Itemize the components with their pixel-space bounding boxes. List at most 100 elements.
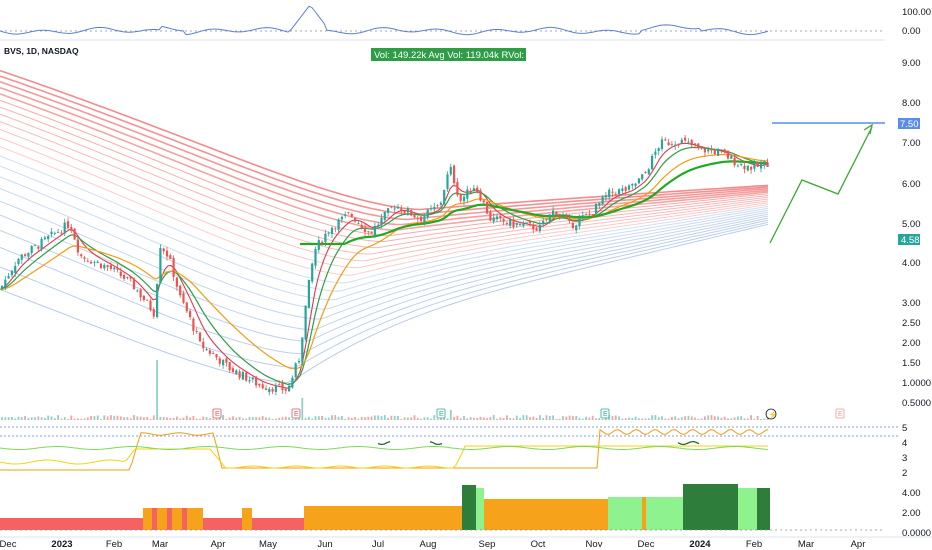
volume-bar — [469, 417, 472, 420]
ribbon-line — [0, 106, 769, 242]
candle-body — [492, 217, 495, 222]
candle-body — [479, 190, 482, 201]
candle-body — [535, 228, 538, 231]
candle-body — [40, 238, 43, 250]
pane4-tick: 4.00 — [902, 488, 921, 499]
volume-bar — [370, 416, 373, 420]
last-price-text: 4.58 — [901, 235, 920, 246]
volume-bar — [572, 415, 574, 420]
candle-body — [258, 383, 261, 386]
candle-body — [215, 354, 218, 358]
volume-bar — [720, 417, 723, 420]
volume-bar — [248, 416, 251, 420]
earnings-marker[interactable]: E — [439, 411, 444, 418]
volume-bar — [278, 417, 281, 420]
candle-body — [472, 188, 475, 192]
candle-body — [159, 247, 162, 284]
candle-body — [426, 209, 429, 218]
candle-body — [538, 225, 541, 231]
volume-bar — [317, 416, 320, 420]
volume-bar — [238, 416, 241, 420]
volume-bar — [133, 415, 135, 420]
volume-bar — [225, 418, 228, 420]
volume-bar — [446, 418, 449, 420]
candle-body — [172, 257, 175, 277]
time-label: Oct — [531, 539, 546, 550]
volume-bar — [126, 417, 129, 420]
candle-body — [129, 276, 132, 279]
candle-body — [30, 246, 33, 253]
volume-bar — [631, 418, 634, 420]
candle-body — [594, 203, 598, 214]
candle-body — [311, 263, 314, 282]
volume-bar — [601, 418, 604, 420]
candle-body — [192, 318, 195, 331]
lightning-icon[interactable] — [765, 408, 777, 420]
time-label: 2024 — [689, 539, 711, 550]
volume-bar — [479, 416, 482, 420]
time-label: Feb — [746, 539, 762, 550]
volume-bar — [80, 418, 83, 420]
volume-bar — [7, 417, 10, 420]
time-label: May — [259, 539, 277, 550]
candle-body — [657, 148, 660, 151]
candle-body — [27, 252, 30, 257]
histogram-segment — [0, 518, 143, 530]
candle-body — [750, 166, 753, 170]
volume-bar — [258, 417, 261, 420]
candle-body — [542, 220, 545, 224]
candle-body — [57, 232, 60, 233]
volume-bar — [228, 417, 231, 420]
ribbon-line — [0, 99, 769, 237]
candle-body — [264, 388, 268, 390]
time-label: Dec — [0, 539, 17, 550]
candle-body — [598, 202, 601, 206]
candle-body — [443, 190, 446, 205]
candle-body — [231, 368, 235, 373]
candle-body — [189, 311, 192, 318]
volume-bar — [334, 415, 337, 420]
volume-bar — [86, 417, 89, 420]
earnings-marker[interactable]: E — [838, 411, 843, 418]
candle-body — [251, 377, 254, 380]
candle-body — [621, 188, 624, 191]
candle-body — [631, 183, 634, 186]
volume-bar — [354, 417, 356, 420]
candle-body — [720, 149, 723, 151]
volume-bar — [585, 416, 587, 420]
volume-bar — [169, 418, 172, 420]
candle-body — [225, 358, 228, 363]
candle-body — [591, 214, 594, 216]
volume-bar — [209, 418, 211, 420]
candle-body — [113, 267, 116, 270]
volume-bar — [426, 417, 429, 420]
candle-body — [327, 232, 330, 234]
candle-body — [552, 210, 555, 216]
volume-bar — [743, 418, 746, 420]
candle-body — [697, 143, 700, 148]
earnings-marker[interactable]: E — [215, 411, 220, 418]
candle-body — [644, 172, 647, 174]
volume-bar — [403, 417, 406, 420]
candle-body — [245, 372, 248, 381]
candle-body — [416, 217, 419, 219]
ema-green-line — [0, 146, 769, 386]
target-price-text: 7.50 — [900, 119, 919, 130]
earnings-marker[interactable]: E — [603, 411, 608, 418]
candle-body — [99, 263, 103, 269]
volume-bar — [700, 418, 703, 420]
candle-body — [304, 305, 307, 340]
volume-bar — [50, 416, 53, 420]
volume-bar — [611, 415, 614, 420]
volume-bar — [436, 418, 439, 420]
volume-bar — [304, 417, 307, 420]
candle-body — [205, 349, 208, 351]
ribbon-line — [0, 137, 769, 269]
indicator-pane-3 — [0, 426, 900, 471]
volume-bar — [308, 416, 310, 420]
time-label: Apr — [211, 539, 226, 550]
volume-bar — [717, 416, 719, 420]
volume-bar — [621, 418, 624, 420]
candle-body — [588, 213, 591, 215]
earnings-marker[interactable]: E — [294, 411, 299, 418]
